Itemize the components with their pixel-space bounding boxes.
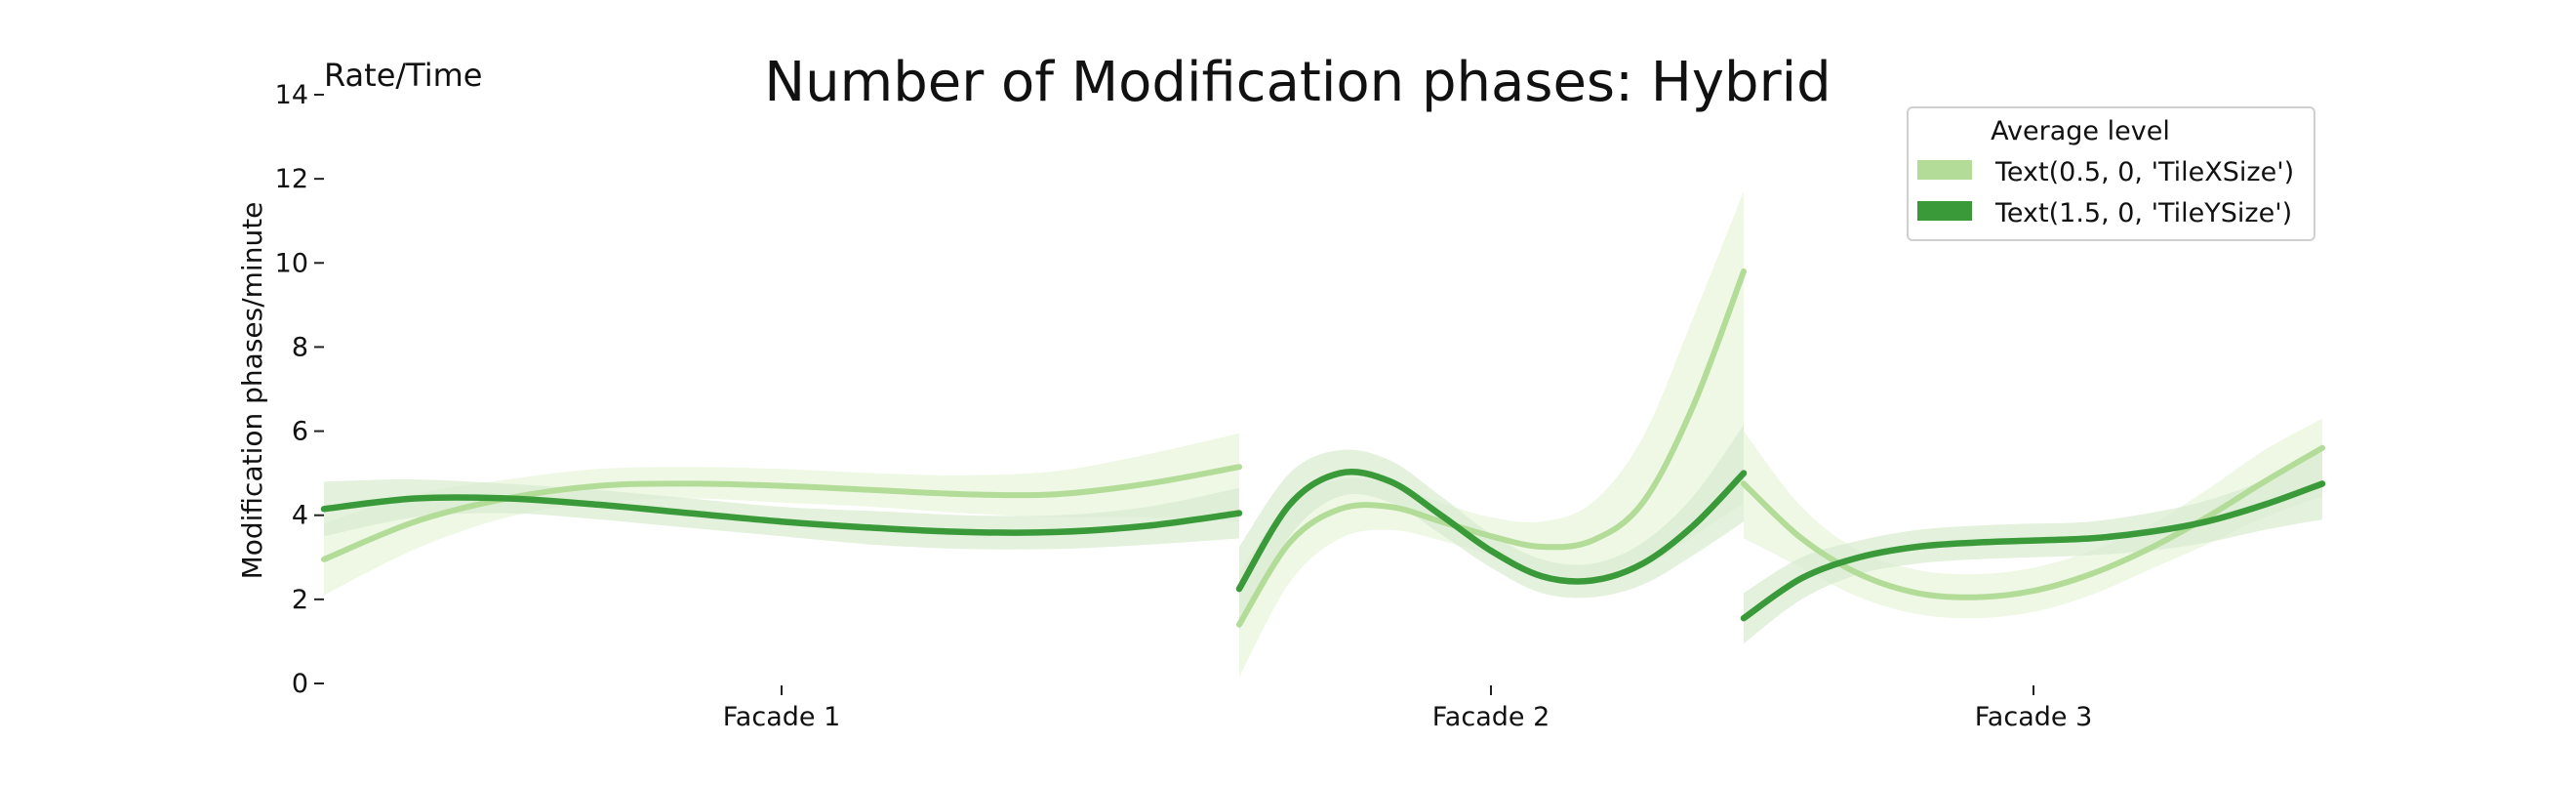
series-line: [1741, 444, 2325, 600]
axes: 0 2 4 6 8 10 12 14 Facade 1 Facade 2 Facade 3: [275, 80, 2093, 732]
confidence-bands: [324, 191, 2322, 678]
x-tick-label: Facade 1: [723, 702, 841, 732]
y-tick-label: 8: [292, 332, 308, 362]
series-line: [321, 464, 1242, 562]
series-line: [1740, 480, 2326, 622]
y-tick-label: 4: [292, 501, 308, 531]
chart-title: Number of Modification phases: Hybrid: [764, 51, 1831, 114]
series-line: [1235, 469, 1748, 593]
confidence-band: [324, 433, 1239, 596]
series-line: [320, 494, 1243, 536]
y-tick-label: 12: [275, 164, 308, 194]
confidence-band: [1744, 418, 2322, 619]
legend-swatch: [1917, 201, 1972, 221]
legend-entry-label: Text(0.5, 0, 'TileXSize'): [1994, 157, 2294, 187]
legend-swatch: [1917, 160, 1972, 180]
y-tick-label: 0: [292, 669, 308, 699]
x-tick-label: Facade 2: [1432, 702, 1550, 732]
y-axis-label: Modification phases/minute: [236, 202, 268, 580]
series-line: [1236, 268, 1747, 628]
y-tick-label: 10: [275, 248, 308, 278]
legend: Average level Text(0.5, 0, 'TileXSize') …: [1907, 106, 2315, 241]
legend-title: Average level: [1991, 116, 2170, 146]
legend-frame: [1907, 106, 2315, 241]
y-tick-label: 2: [292, 585, 308, 615]
y-tick-label: 14: [275, 80, 308, 110]
x-tick-label: Facade 3: [1975, 702, 2093, 732]
series-lines: [320, 268, 2326, 628]
confidence-band: [1239, 191, 1744, 678]
y-tick-label: 6: [292, 417, 308, 447]
confidence-band: [1744, 447, 2322, 644]
legend-entry-label: Text(1.5, 0, 'TileYSize'): [1994, 198, 2292, 228]
corner-label: Rate/Time: [324, 57, 482, 94]
